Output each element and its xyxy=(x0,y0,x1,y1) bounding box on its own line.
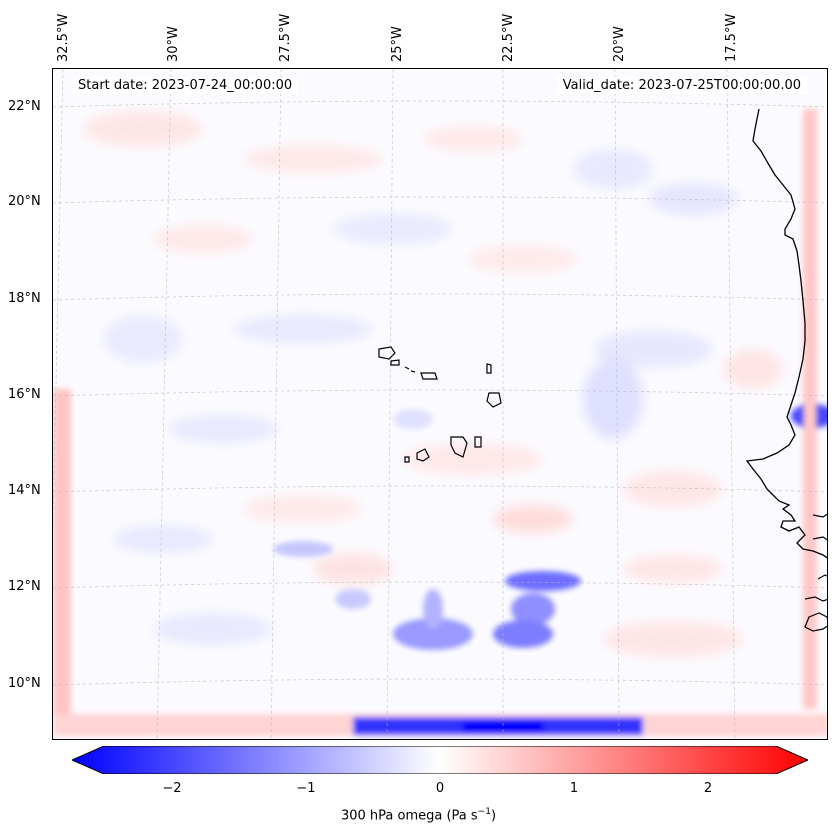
colorbar-tick-0: 0 xyxy=(435,781,445,796)
colorbar-tick-1: 1 xyxy=(569,781,579,796)
lat-label-14n: 14°N xyxy=(8,483,41,498)
field-blotches xyxy=(83,111,783,657)
lon-label-17-5w: 17.5°W xyxy=(724,13,739,62)
colorbar-label-sup: −1 xyxy=(477,807,491,817)
colorbar-tick-neg1: −1 xyxy=(296,781,316,796)
colorbar-tick-2: 2 xyxy=(703,781,713,796)
colorbar-tick-neg2: −2 xyxy=(162,781,182,796)
colorbar xyxy=(72,746,808,774)
omega-map xyxy=(52,68,828,740)
ascent-features xyxy=(273,404,827,650)
valid-date-label: Valid_date: 2023-07-25T00:00:00.00 xyxy=(556,77,807,94)
lat-label-18n: 18°N xyxy=(8,291,41,306)
lon-label-27-5w: 27.5°W xyxy=(278,13,293,62)
lon-label-25w: 25°W xyxy=(390,26,405,62)
edge-bands xyxy=(53,109,827,736)
map-canvas xyxy=(53,69,827,739)
gridlines xyxy=(53,69,827,739)
colorbar-label-main: 300 hPa omega (Pa s xyxy=(340,808,478,824)
colorbar-bar xyxy=(72,746,808,774)
cape-verde-islands xyxy=(378,346,502,463)
africa-coastline xyxy=(745,108,827,559)
lat-label-10n: 10°N xyxy=(8,676,41,691)
lat-label-20n: 20°N xyxy=(8,194,41,209)
lat-label-22n: 22°N xyxy=(8,99,41,114)
lat-label-12n: 12°N xyxy=(8,579,41,594)
lon-label-22-5w: 22.5°W xyxy=(501,13,516,62)
colorbar-label: 300 hPa omega (Pa s−1) xyxy=(0,807,837,823)
lon-label-20w: 20°W xyxy=(612,26,627,62)
lat-label-16n: 16°N xyxy=(8,387,41,402)
colorbar-label-end: ) xyxy=(490,808,497,824)
coast-detail xyxy=(804,513,827,632)
start-date-label: Start date: 2023-07-24_00:00:00 xyxy=(72,77,299,94)
lon-label-30w: 30°W xyxy=(166,26,181,62)
lon-label-32-5w: 32.5°W xyxy=(56,13,71,62)
